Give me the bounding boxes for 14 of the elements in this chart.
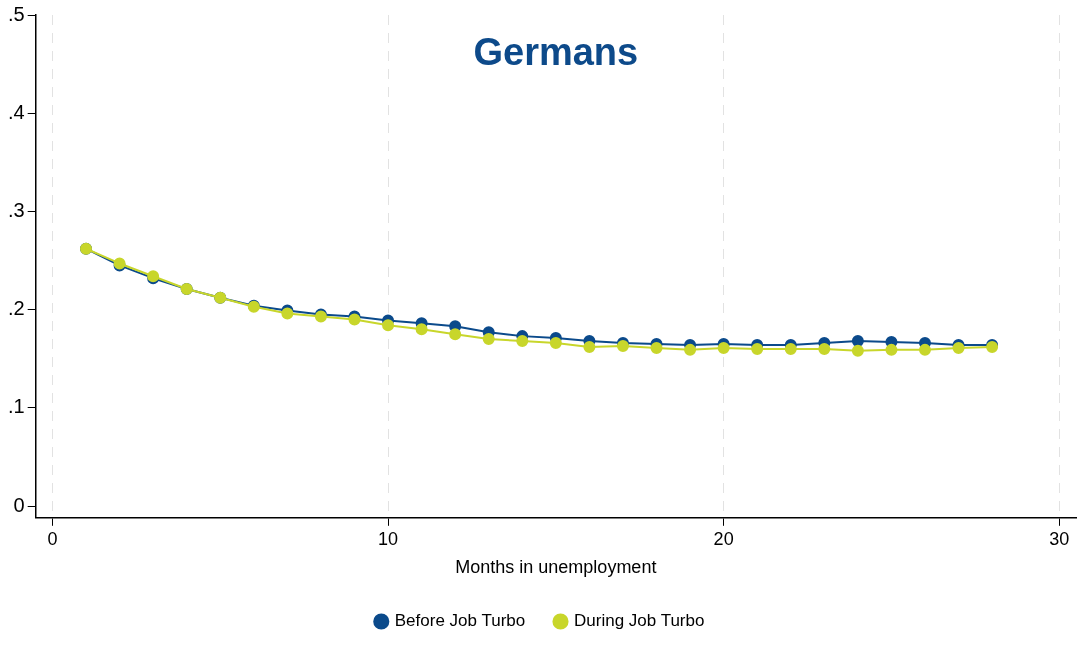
legend-label: During Job Turbo	[574, 611, 705, 631]
legend-label: Before Job Turbo	[394, 611, 526, 631]
x-tick-label: 10	[378, 528, 399, 549]
chart-title: Germans	[473, 31, 639, 74]
x-tick-label: 0	[47, 528, 58, 549]
x-axis-title: Months in unemployment	[455, 557, 657, 578]
y-tick-label: 0	[13, 493, 25, 516]
x-tick-label: 30	[1049, 528, 1070, 549]
y-tick-label: .1	[7, 395, 25, 418]
y-tick-label: .3	[7, 198, 25, 221]
y-tick-label: .2	[7, 297, 25, 320]
y-tick-label: .5	[7, 2, 25, 25]
y-tick-label: .4	[7, 100, 25, 123]
x-tick-label: 20	[713, 528, 734, 549]
